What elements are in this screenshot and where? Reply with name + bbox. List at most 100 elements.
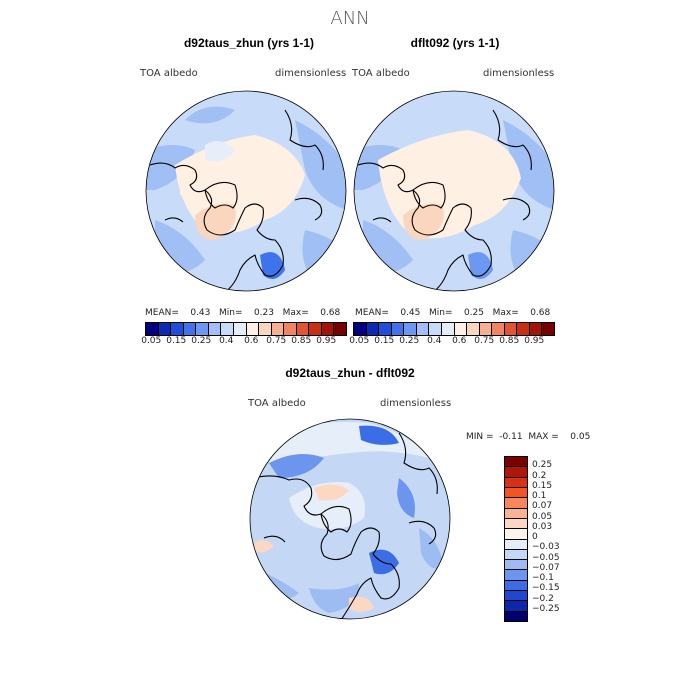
- panel2-greenland: [403, 203, 444, 240]
- colorbar-swatch: [440, 323, 454, 335]
- panel3-negative-anomaly: [397, 478, 415, 518]
- colorbar-swatch: [478, 323, 492, 335]
- panel3-globe-outline: [249, 418, 451, 620]
- colorbar-swatch: [503, 323, 517, 335]
- panel1-low-albedo-region: [302, 230, 346, 290]
- colorbar-tick-label: 0.05: [141, 336, 162, 346]
- colorbar-tick-label: 0.07: [532, 501, 553, 512]
- panel2-polar-map: [353, 90, 555, 292]
- panel2-units: dimensionless: [483, 68, 555, 79]
- panel3-negative-anomaly: [269, 454, 324, 478]
- panel1-coastline: [294, 197, 323, 221]
- panel2-low-albedo-region: [503, 120, 554, 210]
- panel3-positive-anomaly: [254, 540, 274, 553]
- figure-title: ANN: [330, 8, 370, 29]
- colorbar-tick-label: 0.05: [349, 336, 370, 346]
- colorbar-swatch: [258, 323, 271, 335]
- colorbar-swatch: [466, 323, 479, 335]
- colorbar-tick-label: −0.03: [532, 542, 560, 553]
- colorbar-swatch: [491, 323, 504, 335]
- colorbar-swatch: [283, 323, 296, 335]
- colorbar-swatch: [170, 323, 183, 335]
- colorbar-tick-label: −0.15: [532, 583, 560, 594]
- panel2-variable: TOA albedo: [352, 68, 410, 79]
- colorbar-swatch: [505, 590, 527, 601]
- colorbar-swatch: [245, 323, 259, 335]
- panel1-coastline: [284, 109, 324, 171]
- panel3-units: dimensionless: [380, 398, 452, 409]
- colorbar-tick-label: 0.6: [244, 336, 259, 346]
- colorbar-swatch: [505, 538, 527, 549]
- colorbar-swatch: [505, 559, 527, 570]
- colorbar-swatch: [220, 323, 233, 335]
- colorbar-swatch: [428, 323, 441, 335]
- colorbar-tick-label: −0.05: [532, 552, 560, 563]
- colorbar-swatch: [182, 323, 196, 335]
- colorbar-swatch: [195, 323, 208, 335]
- panel3-coastline: [263, 535, 286, 543]
- colorbar-tick-label: 0.2: [532, 470, 547, 481]
- colorbar-swatch: [270, 323, 284, 335]
- panel1-low-albedo-region: [185, 106, 235, 124]
- colorbar-tick-label: 0.75: [266, 336, 287, 346]
- panel1-low-albedo-region: [146, 145, 195, 190]
- panel3-colorbar-labels: 0.25 0.2 0.15 0.1 0.07 0.05 0.03 0 −0.03 −0.05 −0.…: [532, 456, 592, 620]
- colorbar-swatch: [354, 323, 366, 335]
- colorbar-swatch: [516, 323, 529, 335]
- panel3-positive-anomaly: [349, 596, 374, 612]
- panel3-coastline: [408, 520, 437, 545]
- panel2-coastline: [502, 197, 531, 221]
- colorbar-tick-label: 0.05: [532, 511, 553, 522]
- panel2-title: dflt092 (yrs 1-1): [410, 36, 500, 50]
- panel1-coastline: [164, 217, 184, 223]
- colorbar-swatch: [207, 323, 221, 335]
- colorbar-swatch: [453, 323, 467, 335]
- colorbar-swatch: [308, 323, 321, 335]
- panel2-colorbar: [353, 322, 555, 336]
- colorbar-swatch: [390, 323, 404, 335]
- colorbar-tick-label: 0.15: [532, 480, 553, 491]
- colorbar-swatch: [505, 569, 527, 580]
- colorbar-tick-label: 0.1: [532, 491, 547, 501]
- colorbar-swatch: [232, 323, 246, 335]
- colorbar-swatch: [505, 548, 527, 560]
- colorbar-tick-label: 0.25: [399, 336, 420, 346]
- panel2-low-albedo-region: [510, 230, 554, 290]
- colorbar-swatch: [505, 579, 527, 591]
- colorbar-tick-label: 0.25: [532, 460, 553, 471]
- colorbar-tick-label: −0.1: [532, 573, 554, 583]
- colorbar-tick-label: 0.03: [532, 521, 553, 532]
- panel3-title: d92taus_zhun - dflt092: [285, 366, 415, 380]
- panel1-colorbar-labels: 0.05 0.15 0.25 0.4 0.6 0.75 0.85 0.95: [141, 336, 345, 348]
- panel3-stats: MIN = -0.11 MAX = 0.05: [466, 432, 591, 442]
- panel2-coastline: [372, 217, 392, 223]
- colorbar-tick-label: −0.07: [532, 562, 560, 573]
- panel1-coastline: [204, 181, 238, 209]
- panel1-colorbar: [145, 322, 347, 336]
- colorbar-tick-label: −0.25: [532, 603, 560, 614]
- colorbar-tick-label: −0.2: [532, 593, 554, 604]
- colorbar-swatch: [505, 497, 527, 508]
- colorbar-tick-label: 0: [532, 532, 538, 542]
- panel1-scandinavia-anomaly: [260, 252, 285, 279]
- colorbar-tick-label: 0.4: [219, 336, 234, 346]
- colorbar-tick-label: 0.15: [374, 336, 395, 346]
- panel3-coastline: [398, 432, 438, 495]
- colorbar-tick-label: 0.25: [191, 336, 212, 346]
- panel1-globe-outline: [145, 90, 347, 292]
- panel2-colorbar-labels: 0.05 0.15 0.25 0.4 0.6 0.75 0.85 0.95: [349, 336, 553, 348]
- colorbar-swatch: [505, 466, 527, 477]
- colorbar-swatch: [505, 610, 527, 621]
- panel1-title: d92taus_zhun (yrs 1-1): [183, 36, 315, 50]
- colorbar-swatch: [157, 323, 171, 335]
- colorbar-swatch: [541, 323, 554, 335]
- colorbar-swatch: [505, 486, 527, 498]
- panel3-polar-map: [249, 418, 451, 620]
- panel3-coastline: [253, 475, 400, 619]
- colorbar-swatch: [320, 323, 334, 335]
- panel3-variable: TOA albedo: [248, 398, 306, 409]
- panel1-units: dimensionless: [275, 68, 347, 79]
- colorbar-swatch: [505, 507, 527, 518]
- colorbar-tick-label: 0.95: [316, 336, 337, 346]
- panel2-scandinavia-anomaly: [468, 252, 493, 279]
